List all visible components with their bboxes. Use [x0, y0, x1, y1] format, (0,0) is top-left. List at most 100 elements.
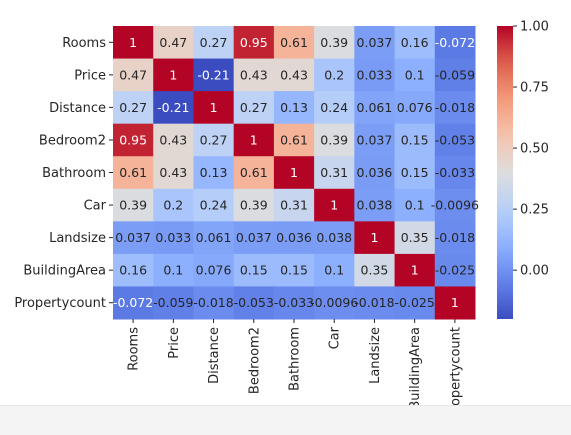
colorbar-tick-label: 0.00 [520, 264, 549, 279]
heatmap-cell [153, 188, 194, 222]
heatmap-cell [394, 58, 436, 92]
cell-value-label: -0.033 [435, 165, 475, 180]
colorbar-tick-label: 0.25 [520, 203, 549, 218]
cell-value-label: 1 [129, 35, 137, 50]
x-tick-label: Bedroom2 [247, 327, 262, 394]
x-tick-label: Bathroom [288, 327, 303, 391]
cell-value-label: -0.072 [435, 35, 475, 50]
cell-value-label: -0.0096 [431, 198, 479, 213]
cell-value-label: 0.037 [357, 132, 393, 147]
heatmap-cell [434, 123, 476, 157]
cell-value-label: -0.053 [435, 132, 475, 147]
heatmap-cell [153, 58, 194, 92]
cell-value-label: 1 [250, 132, 258, 147]
heatmap-cell [113, 156, 154, 190]
heatmap-cell [434, 58, 476, 92]
cell-value-label: 1 [169, 67, 177, 82]
x-tick-label: Price [167, 327, 182, 359]
heatmap-cell [273, 91, 315, 125]
cell-value-label: -0.018 [193, 295, 233, 310]
heatmap-cell [314, 156, 355, 190]
heatmap-cell [153, 156, 194, 190]
heatmap-cell [193, 26, 235, 60]
cell-value-label: 0.61 [119, 165, 147, 180]
heatmap-cell [314, 253, 355, 287]
cell-value-label: 0.033 [155, 230, 191, 245]
heatmap-cell [193, 123, 235, 157]
cell-value-label: 0.15 [280, 263, 308, 278]
cell-value-label: 0.076 [196, 263, 232, 278]
heatmap-cell [394, 156, 436, 190]
heatmap-cell [233, 156, 275, 190]
heatmap-cell [153, 91, 194, 125]
cell-value-label: 0.27 [119, 100, 147, 115]
cell-value-label: 0.43 [159, 165, 187, 180]
heatmap-cell [434, 188, 476, 222]
heatmap-cell [153, 221, 194, 255]
y-tick-label: Price [74, 68, 106, 83]
heatmap-cell [233, 188, 275, 222]
x-axis: Rooms Price Distance Bedroom2 Bathroom Car Lan… [127, 319, 463, 419]
cell-value-label: 0.1 [405, 67, 425, 82]
y-tick-label: Car [84, 199, 107, 214]
x-tick-label: BuildingArea [408, 327, 423, 405]
cell-value-label: 0.24 [200, 198, 228, 213]
cell-value-label: 0.95 [240, 35, 268, 50]
heatmap-cell [113, 286, 154, 320]
heatmap-cell [113, 221, 154, 255]
cell-value-label: 0.1 [405, 198, 425, 213]
y-tick-label: BuildingArea [23, 264, 106, 279]
heatmap-cell [273, 221, 315, 255]
heatmap-cell [314, 286, 355, 320]
cell-value-label: 0.038 [357, 198, 393, 213]
cell-value-label: 1 [330, 198, 338, 213]
heatmap-cell [233, 91, 275, 125]
cell-value-label: 0.037 [357, 35, 393, 50]
cell-value-label: 0.061 [357, 100, 393, 115]
heatmap-cell [314, 91, 355, 125]
heatmap-annotations: 1 0.47 0.27 0.95 0.61 0.39 0.037 0.16 -0.072 0.47… [113, 35, 479, 310]
heatmap-cell [153, 123, 194, 157]
heatmap-cell [273, 58, 315, 92]
heatmap-cell [314, 188, 355, 222]
heatmap-cell [314, 221, 355, 255]
heatmap-cell [394, 286, 436, 320]
cell-value-label: 0.15 [401, 165, 429, 180]
correlation-heatmap-chart: 1 0.47 0.27 0.95 0.61 0.39 0.037 0.16 -0.072 0.47… [14, 19, 549, 419]
y-tick-label: Landsize [49, 231, 106, 246]
cell-value-label: 0.16 [119, 263, 147, 278]
cell-value-label: -0.025 [395, 295, 435, 310]
heatmap-cell [354, 91, 396, 125]
cell-value-label: 0.31 [320, 165, 348, 180]
cell-value-label: -0.053 [234, 295, 274, 310]
heatmap-cell [394, 26, 436, 60]
heatmap-cell [113, 26, 154, 60]
cell-value-label: 0.61 [280, 35, 308, 50]
cell-value-label: 0.1 [324, 263, 344, 278]
heatmap-cell [394, 221, 436, 255]
heatmap-cell [354, 58, 396, 92]
y-tick-label: Bedroom2 [39, 133, 106, 148]
cell-value-label: 0.31 [280, 198, 308, 213]
colorbar-tick-label: 1.00 [520, 20, 549, 35]
x-tick-label: Landsize [368, 327, 383, 384]
cell-value-label: 1 [451, 295, 459, 310]
heatmap-cell [193, 221, 235, 255]
heatmap-svg: 1 0.47 0.27 0.95 0.61 0.39 0.037 0.16 -0.072 0.47… [14, 20, 549, 419]
heatmap-cell [113, 91, 154, 125]
cell-value-label: -0.059 [153, 295, 193, 310]
heatmap-cell [273, 156, 315, 190]
cell-value-label: 0.61 [240, 165, 268, 180]
cell-value-label: 0.037 [115, 230, 151, 245]
heatmap-cell [233, 123, 275, 157]
colorbar-tick-label: 0.50 [520, 142, 549, 157]
cell-value-label: 0.27 [240, 100, 268, 115]
heatmap-cell [394, 91, 436, 125]
cell-value-label: 0.076 [397, 100, 433, 115]
cell-value-label: 0.35 [361, 263, 389, 278]
heatmap-cell [314, 123, 355, 157]
cell-value-label: -0.018 [435, 230, 475, 245]
cell-value-label: 0.61 [280, 132, 308, 147]
heatmap-cell [233, 253, 275, 287]
cell-value-label: -0.059 [435, 67, 475, 82]
